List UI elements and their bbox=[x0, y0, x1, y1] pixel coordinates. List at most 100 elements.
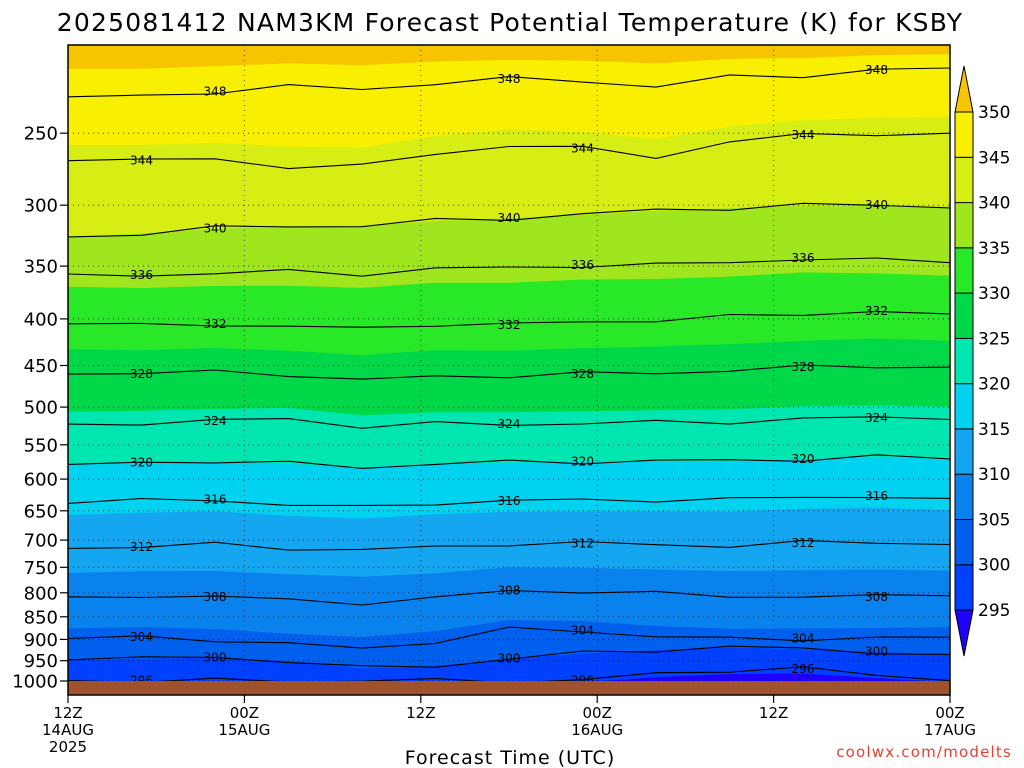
contour-label-308: 308 bbox=[204, 590, 227, 604]
y-tick-label-700: 700 bbox=[24, 531, 58, 552]
contour-label-332: 332 bbox=[204, 317, 227, 331]
colorbar-band-340 bbox=[954, 156, 974, 204]
colorbar-label-330: 330 bbox=[978, 284, 1010, 304]
contour-label-312: 312 bbox=[792, 536, 815, 550]
x-tick-label-0-0: 12Z bbox=[53, 704, 82, 722]
colorbar-band-300 bbox=[954, 519, 974, 566]
contour-label-300: 300 bbox=[865, 645, 888, 659]
colorbar-band-330 bbox=[954, 247, 974, 294]
contour-label-312: 312 bbox=[130, 540, 153, 554]
contour-label-332: 332 bbox=[498, 318, 521, 332]
contour-label-344: 344 bbox=[571, 142, 594, 156]
fill-band-294.8 bbox=[592, 672, 938, 681]
temperature-fill-bands bbox=[68, 45, 950, 681]
contour-label-324: 324 bbox=[498, 417, 521, 431]
isentrope-316 bbox=[68, 496, 950, 506]
y-axis: 2503003504004505005506006507007508008509… bbox=[12, 124, 68, 693]
y-tick-label-350: 350 bbox=[24, 257, 58, 278]
x-tick-label-48-0: 12Z bbox=[759, 704, 788, 722]
contour-label-340: 340 bbox=[498, 211, 521, 225]
y-tick-label-600: 600 bbox=[24, 470, 58, 491]
chart-title: 2025081412 NAM3KM Forecast Potential Tem… bbox=[57, 8, 963, 37]
colorbar-label-325: 325 bbox=[978, 329, 1010, 349]
contour-label-316: 316 bbox=[204, 493, 227, 507]
contour-label-348: 348 bbox=[865, 63, 888, 77]
contour-label-304: 304 bbox=[130, 630, 153, 644]
contour-label-296: 296 bbox=[792, 662, 815, 676]
colorbar-label-340: 340 bbox=[978, 194, 1010, 214]
contour-label-328: 328 bbox=[130, 367, 153, 381]
colorbar-label-300: 300 bbox=[978, 556, 1010, 576]
contour-label-348: 348 bbox=[498, 72, 521, 86]
colorbar-band-345 bbox=[954, 111, 974, 158]
contour-label-324: 324 bbox=[865, 411, 888, 425]
x-tick-label-12-1: 15AUG bbox=[218, 721, 270, 739]
contour-label-348: 348 bbox=[204, 85, 227, 99]
colorbar-label-320: 320 bbox=[978, 375, 1010, 395]
colorbar-band-315 bbox=[954, 383, 974, 430]
contour-label-328: 328 bbox=[571, 367, 594, 381]
y-tick-label-550: 550 bbox=[24, 435, 58, 456]
contour-label-340: 340 bbox=[204, 221, 227, 235]
colorbar-band-325 bbox=[954, 292, 974, 339]
colorbar-label-345: 345 bbox=[978, 148, 1010, 168]
x-tick-label-60-0: 00Z bbox=[935, 704, 964, 722]
x-tick-label-0-2: 2025 bbox=[49, 738, 87, 756]
contour-label-328: 328 bbox=[792, 360, 815, 374]
isentrope-312 bbox=[68, 539, 950, 551]
x-tick-label-36-0: 00Z bbox=[583, 704, 612, 722]
colorbar-label-310: 310 bbox=[978, 465, 1010, 485]
fill-band-295.3 bbox=[68, 670, 950, 681]
contour-label-344: 344 bbox=[130, 154, 153, 168]
colorbar-label-350: 350 bbox=[978, 103, 1010, 123]
colorbar-arrow-top bbox=[954, 65, 974, 113]
isentrope-336 bbox=[68, 257, 950, 277]
credit-text: coolwx.com/modelts bbox=[836, 743, 1012, 761]
y-tick-label-900: 900 bbox=[24, 630, 58, 651]
contour-label-300: 300 bbox=[498, 652, 521, 666]
y-tick-label-950: 950 bbox=[24, 651, 58, 672]
colorbar-band-320 bbox=[954, 337, 974, 385]
x-axis-title: Forecast Time (UTC) bbox=[405, 747, 615, 768]
colorbar-label-335: 335 bbox=[978, 239, 1010, 259]
x-tick-label-12-0: 00Z bbox=[230, 704, 259, 722]
y-tick-label-450: 450 bbox=[24, 356, 58, 377]
isentrope-324 bbox=[68, 416, 950, 429]
colorbar-arrow-bottom bbox=[954, 609, 974, 657]
colorbar-band-295 bbox=[954, 564, 974, 611]
y-tick-label-250: 250 bbox=[24, 124, 58, 145]
isentrope-300 bbox=[68, 645, 950, 668]
y-tick-label-1000: 1000 bbox=[12, 672, 58, 693]
contour-label-300: 300 bbox=[204, 650, 227, 664]
isentrope-296 bbox=[68, 666, 950, 681]
colorbar-label-305: 305 bbox=[978, 511, 1010, 531]
x-tick-label-60-1: 17AUG bbox=[924, 721, 976, 739]
contour-label-320: 320 bbox=[130, 455, 153, 469]
y-tick-label-850: 850 bbox=[24, 607, 58, 628]
colorbar-label-295: 295 bbox=[978, 601, 1010, 621]
isentrope-328 bbox=[68, 364, 950, 380]
y-tick-label-800: 800 bbox=[24, 583, 58, 604]
isentrope-contours bbox=[68, 67, 950, 681]
plot-frame bbox=[67, 44, 951, 696]
colorbar: 295 300 305 310 315 320 325 330 335 340 345 350 bbox=[954, 65, 1010, 657]
isentrope-304 bbox=[68, 626, 950, 649]
isentrope-348 bbox=[68, 67, 950, 98]
contour-label-336: 336 bbox=[571, 258, 594, 272]
contour-label-324: 324 bbox=[204, 414, 227, 428]
x-tick-label-24-0: 12Z bbox=[406, 704, 435, 722]
y-tick-label-750: 750 bbox=[24, 558, 58, 579]
contour-label-320: 320 bbox=[571, 455, 594, 469]
contour-label-308: 308 bbox=[498, 583, 521, 597]
fill-band-293.8 bbox=[625, 677, 898, 681]
contour-label-340: 340 bbox=[865, 198, 888, 212]
contour-label-316: 316 bbox=[498, 494, 521, 508]
isentrope-332 bbox=[68, 310, 950, 328]
colorbar-band-305 bbox=[954, 473, 974, 521]
colorbar-label-315: 315 bbox=[978, 420, 1010, 440]
isentrope-340 bbox=[68, 202, 950, 238]
y-tick-label-500: 500 bbox=[24, 398, 58, 419]
x-tick-label-36-1: 16AUG bbox=[571, 721, 623, 739]
